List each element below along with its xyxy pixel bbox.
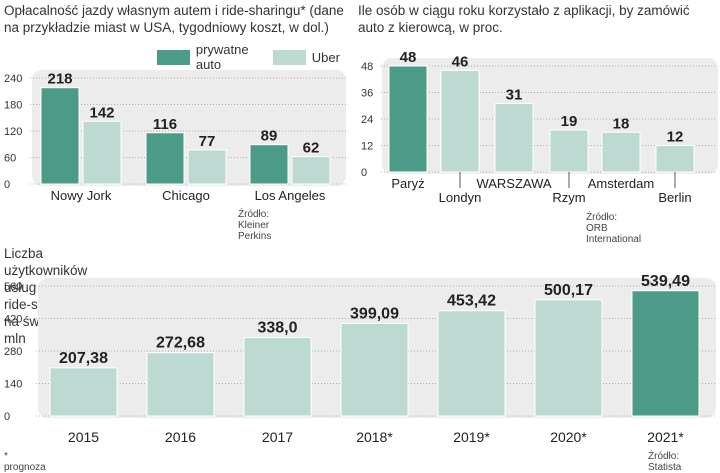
bar-value-label: 453,42 (447, 293, 496, 310)
bar-value-label: 272,68 (156, 335, 205, 352)
bar-value-label: 18 (613, 115, 630, 132)
y-tick-label: 180 (4, 100, 22, 112)
x-category-label: 2019* (453, 429, 490, 445)
x-category-label: Los Angeles (255, 188, 326, 203)
chart3-footnote: * prognoza (4, 451, 46, 473)
bar-value-label: 12 (667, 129, 684, 146)
y-tick-label: 0 (4, 179, 10, 191)
y-tick-label: 12 (361, 141, 373, 153)
bar (437, 310, 506, 417)
y-tick-label: 48 (361, 61, 373, 73)
chart1-source: Źródło: Kleiner Perkins (238, 209, 272, 242)
legend-swatch-uber (272, 49, 306, 65)
chart2-plot: 48 36 24 12 0 48 Paryż 46 Londyn 31 WARSZAWA 19 Rzym… (361, 49, 718, 205)
bar (494, 103, 534, 173)
x-category-label: Londyn (439, 190, 482, 205)
chart1-plot: 240 180 120 60 0 218 142 Nowy Jork 116 77 Chicago 8… (4, 70, 346, 203)
legend-swatch-private-car (157, 49, 190, 65)
bar-value-label: 46 (452, 53, 469, 70)
bar-value-label: 218 (47, 71, 72, 88)
y-tick-label: 36 (361, 88, 373, 100)
chart2-source: Źródło: ORB International (586, 212, 642, 245)
x-category-label: 2016 (165, 429, 196, 445)
bar (49, 367, 118, 417)
bar (40, 87, 80, 185)
bar-value-label: 116 (153, 116, 177, 133)
x-category-label: Berlin (658, 190, 691, 205)
y-tick-label: 420 (4, 314, 22, 326)
bar-value-label: 539,49 (641, 273, 690, 290)
bar (340, 322, 409, 417)
x-category-label: 2020* (550, 429, 587, 445)
bar-value-label: 338,0 (257, 320, 297, 337)
bar (145, 132, 185, 185)
bar-value-label: 142 (89, 104, 114, 121)
bar-value-label: 500,17 (544, 282, 593, 299)
y-tick-label: 240 (4, 73, 22, 85)
bar (243, 337, 312, 417)
legend-label-uber: Uber (311, 49, 340, 65)
bar-value-label: 207,38 (59, 350, 108, 367)
bar-value-label: 399,09 (350, 305, 399, 322)
x-category-label: Paryż (391, 176, 424, 191)
x-category-label: Rzym (552, 190, 585, 205)
bar-value-label: 31 (506, 87, 523, 104)
bar-value-label: 48 (400, 49, 417, 66)
bar (440, 69, 480, 173)
y-tick-label: 60 (4, 153, 16, 165)
x-category-label: 2015 (68, 429, 99, 445)
y-tick-label: 0 (361, 167, 367, 179)
bar (549, 129, 589, 173)
bar (249, 144, 289, 185)
y-tick-label: 24 (361, 114, 373, 126)
bar (291, 156, 331, 185)
y-tick-label: 120 (4, 126, 22, 138)
x-category-label: Nowy Jork (51, 188, 112, 203)
bar (601, 131, 641, 173)
legend-label-private-car: prywatne auto (195, 42, 249, 72)
chart3-plot: 560 420 280 140 0 207,38 2015 272,68 2016 338,0 20… (4, 273, 716, 445)
chart1-legend: prywatne auto Uber (157, 42, 340, 72)
bar-value-label: 19 (561, 113, 578, 130)
bar (655, 145, 695, 173)
bar (146, 352, 215, 417)
chart1-title: Opłacalność jazdy własnym autem i ride-s… (4, 3, 344, 35)
y-tick-label: 560 (4, 281, 22, 293)
chart2-title: Ile osób w ciągu roku korzystało z aplik… (358, 3, 690, 35)
bar (82, 120, 122, 185)
bar (187, 149, 227, 185)
bar (631, 290, 700, 417)
bar-value-label: 77 (199, 133, 216, 150)
chart3-source: Źródło: Statista (648, 451, 682, 473)
x-category-label: Amsterdam (588, 176, 654, 191)
bar (534, 299, 603, 417)
x-category-label: 2021* (647, 429, 684, 445)
bar-value-label: 89 (261, 128, 278, 145)
y-tick-label: 0 (4, 411, 10, 423)
x-category-label: 2018* (356, 429, 393, 445)
x-category-label: Chicago (162, 188, 210, 203)
bar (388, 65, 428, 173)
y-tick-label: 140 (4, 379, 22, 391)
x-category-label: 2017 (262, 429, 293, 445)
y-tick-label: 280 (4, 346, 22, 358)
bar-value-label: 62 (303, 140, 320, 157)
x-category-label: WARSZAWA (476, 176, 551, 191)
